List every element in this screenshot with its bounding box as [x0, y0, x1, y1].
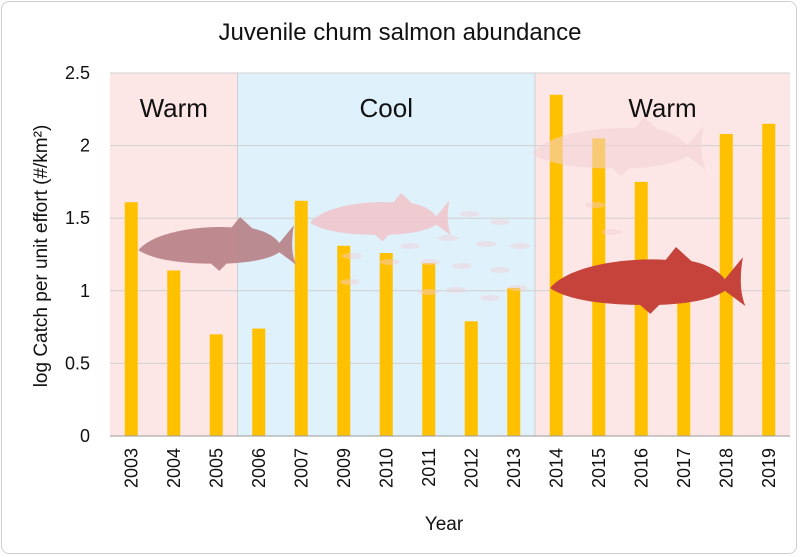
x-tick-label: 2018	[716, 448, 736, 488]
bar-2003	[125, 202, 138, 436]
small-fish	[480, 295, 500, 301]
chart-title: Juvenile chum salmon abundance	[219, 19, 582, 46]
x-tick-label: 2004	[164, 448, 184, 488]
x-tick-label: 2019	[759, 448, 779, 488]
y-axis-label: log Catch per unit effort (#/km²)	[31, 125, 52, 388]
x-tick-label: 2013	[504, 448, 524, 488]
small-fish	[602, 229, 622, 235]
y-tick-label: 2.5	[65, 63, 90, 83]
x-tick-label: 2011	[419, 448, 439, 487]
y-tick-label: 1.5	[65, 208, 90, 228]
small-fish	[420, 259, 440, 265]
x-tick-label: 2007	[291, 448, 311, 488]
small-fish	[585, 202, 605, 208]
small-fish	[438, 235, 458, 241]
period-label-warm: Warm	[628, 93, 696, 123]
bar-2004	[167, 270, 180, 436]
small-fish	[418, 289, 438, 295]
small-fish	[452, 263, 472, 269]
x-tick-label: 2006	[249, 448, 269, 488]
small-fish	[490, 267, 510, 273]
y-tick-label: 0.5	[65, 353, 90, 373]
small-fish	[380, 259, 400, 265]
x-tick-label: 2003	[121, 448, 141, 488]
small-fish	[400, 243, 420, 249]
bar-2007	[295, 201, 308, 436]
bar-2005	[210, 334, 223, 436]
small-fish	[476, 241, 496, 247]
period-background-warm	[535, 73, 790, 436]
bar-2009	[337, 246, 350, 436]
small-fish	[340, 279, 360, 285]
x-tick-label: 2014	[546, 448, 566, 488]
bar-2013	[507, 288, 520, 436]
bar-2019	[762, 124, 775, 436]
small-fish	[508, 285, 528, 291]
small-fish	[342, 253, 362, 259]
x-tick-label: 2016	[631, 448, 651, 488]
x-tick-label: 2005	[206, 448, 226, 488]
small-fish	[490, 219, 510, 225]
bar-2006	[252, 329, 265, 436]
period-label-cool: Cool	[360, 93, 413, 123]
x-tick-label: 2017	[674, 448, 694, 488]
x-axis-label: Year	[425, 514, 464, 535]
small-fish	[460, 211, 480, 217]
small-fish	[510, 243, 530, 249]
y-tick-label: 0	[80, 426, 90, 446]
y-tick-label: 1	[80, 281, 90, 301]
period-label-warm: Warm	[140, 93, 208, 123]
bar-2012	[465, 321, 478, 436]
bar-2010	[380, 253, 393, 436]
x-tick-label: 2012	[461, 448, 481, 488]
x-tick-label: 2015	[589, 448, 609, 488]
x-tick-label: 2010	[376, 448, 396, 488]
y-tick-label: 2	[80, 136, 90, 156]
small-fish	[446, 287, 466, 293]
x-tick-label: 2009	[334, 448, 354, 488]
